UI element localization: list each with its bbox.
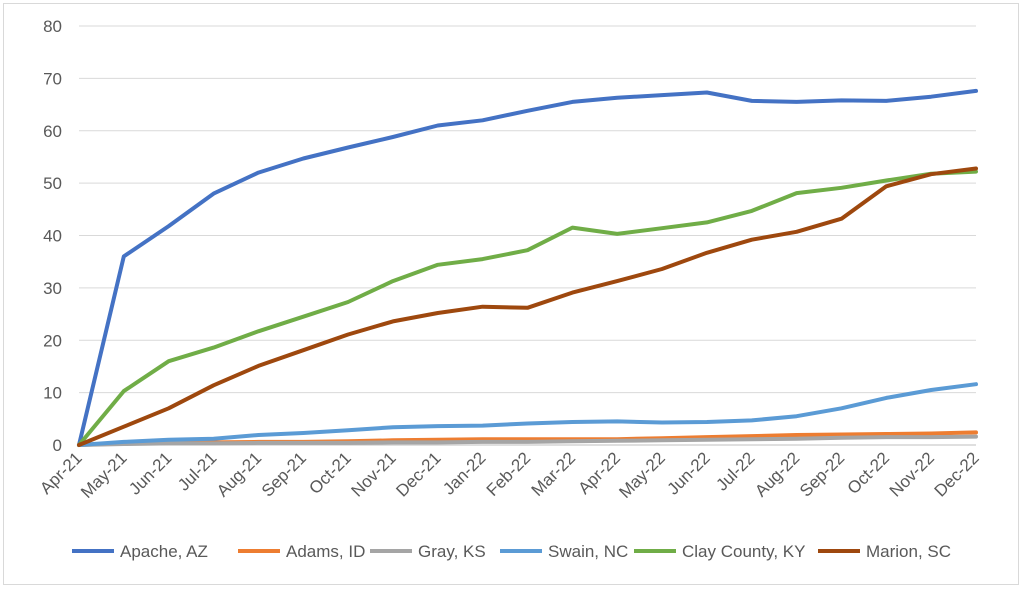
legend-label: Clay County, KY — [682, 542, 805, 561]
y-tick-label: 70 — [43, 69, 62, 88]
x-tick-label: Sep-21 — [258, 448, 310, 500]
gridlines — [79, 25, 976, 394]
x-tick-label: Feb-22 — [483, 448, 535, 500]
x-axis-ticks: Apr-21May-21Jun-21Jul-21Aug-21Sep-21Oct-… — [36, 448, 983, 502]
y-tick-label: 40 — [43, 227, 62, 246]
series-line — [77, 169, 978, 447]
series-lines — [77, 88, 978, 447]
legend-label: Adams, ID — [286, 542, 365, 561]
x-tick-label: Aug-22 — [751, 448, 803, 500]
x-tick-label: May-21 — [77, 448, 131, 502]
x-tick-label: May-22 — [615, 448, 669, 502]
x-tick-label: Jan-22 — [439, 448, 489, 498]
x-tick-label: Dec-22 — [931, 448, 983, 500]
y-tick-label: 10 — [43, 384, 62, 403]
x-tick-label: Mar-22 — [528, 448, 580, 500]
legend-label: Gray, KS — [418, 542, 486, 561]
y-tick-label: 0 — [53, 436, 62, 455]
y-tick-label: 60 — [43, 122, 62, 141]
y-tick-label: 50 — [43, 174, 62, 193]
y-tick-label: 30 — [43, 279, 62, 298]
x-tick-label: Jun-22 — [664, 448, 714, 498]
series-line — [77, 166, 978, 447]
x-tick-label: Nov-21 — [348, 448, 400, 500]
series-line — [77, 88, 978, 447]
x-tick-label: Aug-21 — [213, 448, 265, 500]
y-tick-label: 20 — [43, 331, 62, 350]
series-line — [77, 434, 978, 447]
x-tick-label: Oct-21 — [305, 448, 355, 498]
x-tick-label: Nov-22 — [886, 448, 938, 500]
y-tick-label: 80 — [43, 17, 62, 36]
series-line — [77, 382, 978, 447]
y-axis-ticks: 0 10 20 30 40 50 60 70 80 — [43, 17, 62, 455]
legend-label: Marion, SC — [866, 542, 951, 561]
x-tick-label: Oct-22 — [844, 448, 894, 498]
x-tick-label: Sep-22 — [796, 448, 848, 500]
x-tick-label: Jun-21 — [125, 448, 175, 498]
legend-label: Swain, NC — [548, 542, 628, 561]
legend: Apache, AZ Adams, ID Gray, KS Swain, NC Clay… — [72, 542, 951, 561]
x-tick-label: Dec-21 — [392, 448, 444, 500]
legend-label: Apache, AZ — [120, 542, 208, 561]
